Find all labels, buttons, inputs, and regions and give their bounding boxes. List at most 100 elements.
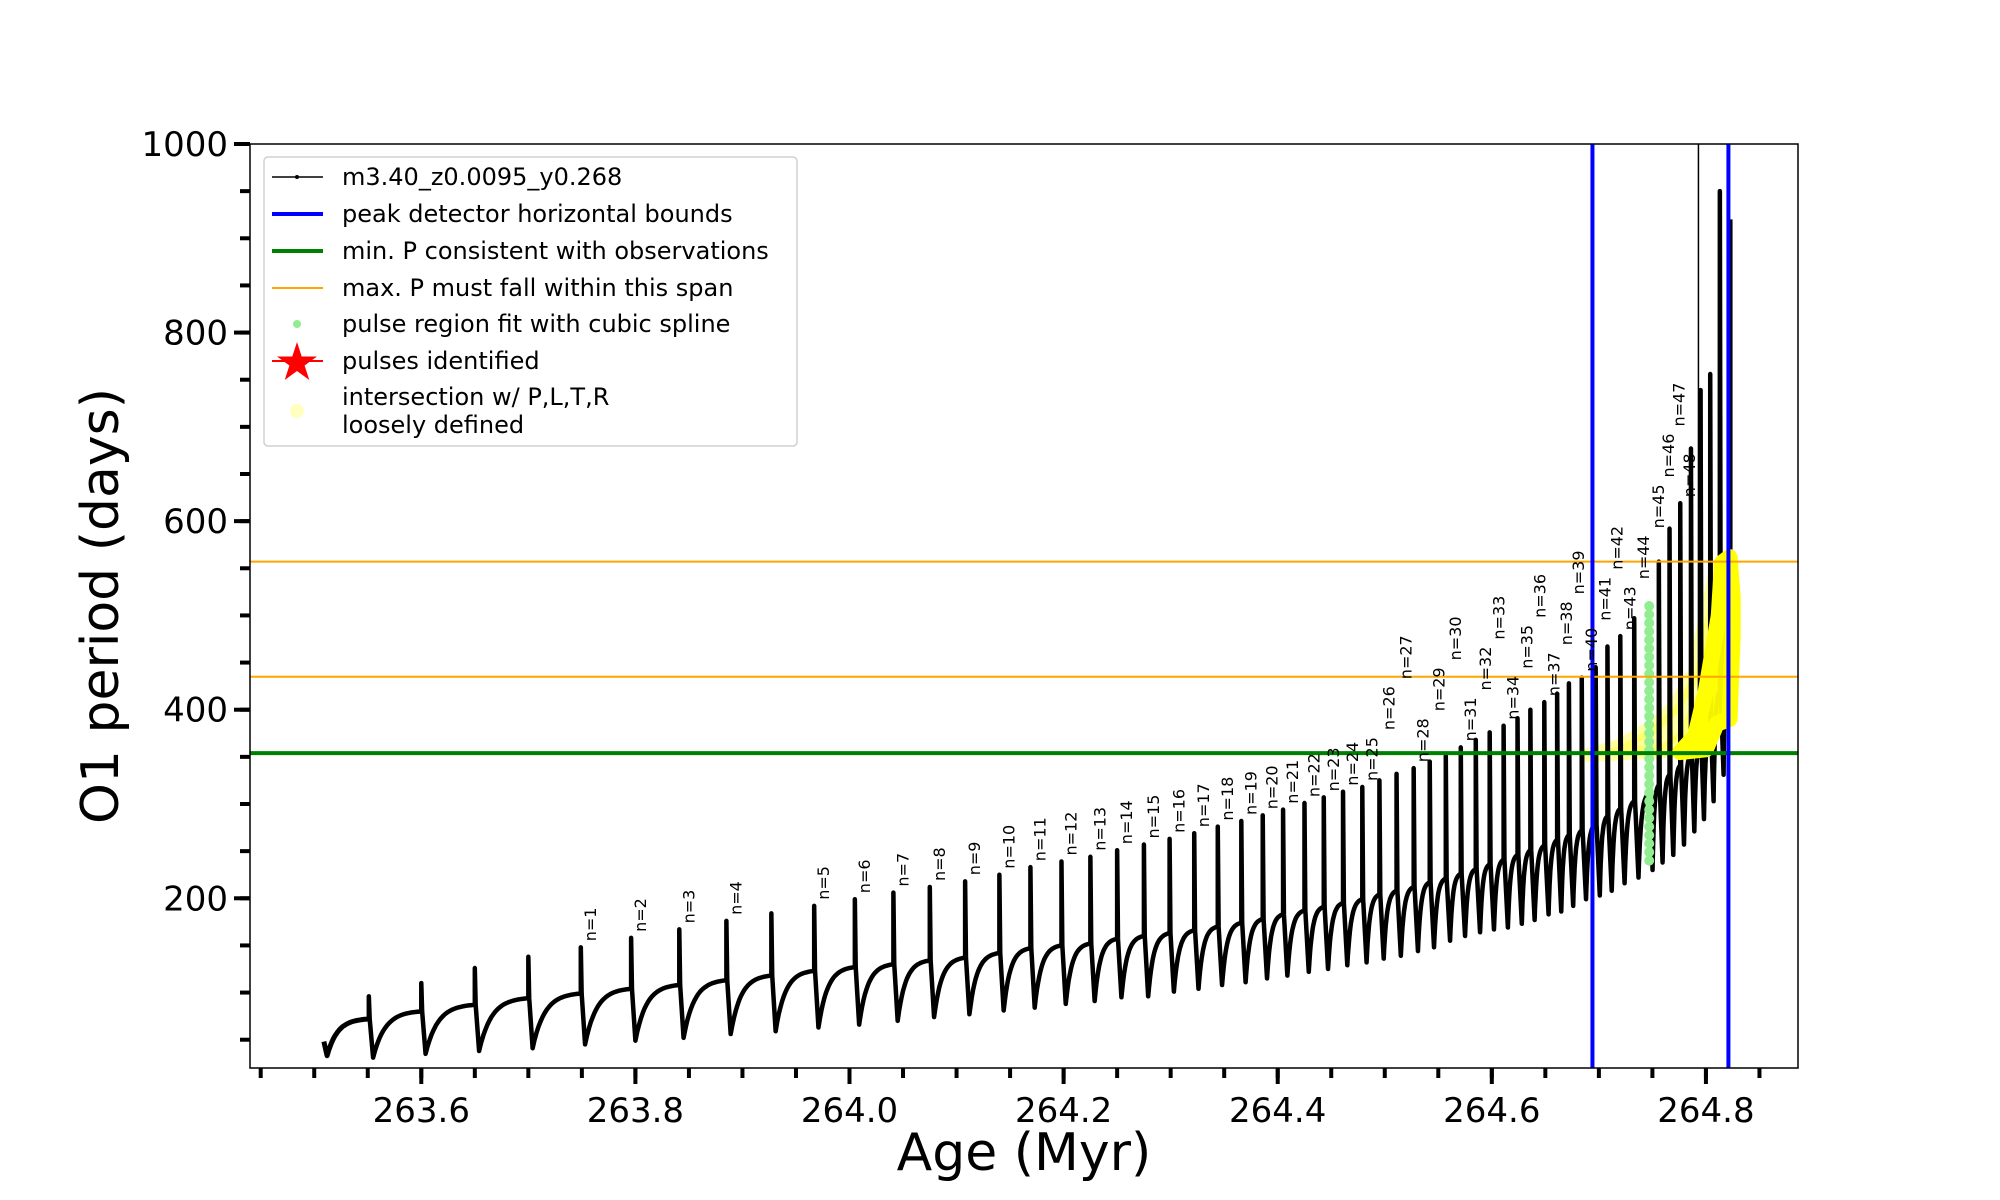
pulse-label: n=16 [1170,789,1189,833]
legend-label: m3.40_z0.0095_y0.268 [342,163,622,191]
pulse-segment [891,890,931,1024]
x-axis: 263.6 263.8 264.0 264.2 264.4 264.6 264.8 [258,1068,1762,1131]
pulse-segment [1458,745,1478,939]
pulse-label: n=28 [1414,718,1433,762]
pulse-label: n=17 [1194,783,1213,827]
spline-fit-point [1644,753,1655,764]
x-axis-label: Age (Myr) [897,1123,1152,1183]
pulse-segment [1321,795,1345,972]
pulse-segment [1088,854,1119,1004]
x-tick-label: 264.8 [1657,1091,1754,1131]
spline-fit-point [1644,702,1655,713]
intersection-region-dense [1672,549,1741,761]
pulse-label: n=19 [1241,771,1260,815]
pulse-segment [1360,784,1382,965]
pulse-labels: n=1 n=2 n=3 n=4 n=5 n=6 n=7 n=8 n=9 n=10 n=11 n=12 n… [581,383,1699,942]
pulse-label: n=23 [1324,747,1343,791]
y-tick-label: 600 [163,502,228,542]
pulse-segment [1167,836,1196,994]
y-axis: 200 400 600 800 1000 [141,125,250,1042]
pulse-label: n=13 [1090,807,1109,851]
spline-fit-point [1644,796,1655,807]
pulse-segment [1542,699,1560,917]
legend-box [263,156,798,447]
legend-track-dot-icon [295,175,299,179]
spline-fit-point [1644,660,1655,671]
pulse-label: n=9 [965,842,984,876]
pulse-label: n=46 [1659,434,1678,478]
pulse-label: n=31 [1461,697,1480,741]
pulse-label: n=41 [1596,577,1615,621]
pulse-label: n=44 [1634,535,1653,579]
pulse-segment [1528,707,1547,923]
legend-spline-dot-icon [293,320,301,328]
pulse-label: n=7 [893,853,912,887]
pulse-segment [1394,771,1416,959]
x-tick-label: 263.8 [587,1091,684,1131]
pulse-segment [1593,665,1610,898]
pulse-label: n=39 [1569,550,1588,594]
pulse-segment [526,954,582,1051]
spline-fit-point [1644,694,1655,705]
spline-fit-point [1644,609,1655,620]
legend-yellow-circle-icon [290,404,304,418]
pulse-label: n=26 [1379,686,1398,730]
pulse-label: n=15 [1144,795,1163,839]
pulse-segment [628,935,680,1043]
pulse-label: n=37 [1544,652,1563,696]
pulse-label: n=45 [1649,484,1668,528]
pulse-label: n=25 [1362,737,1381,781]
legend-label: loosely defined [342,411,524,439]
pulse-label: n=3 [679,890,698,924]
pulse-label: n=5 [814,866,833,900]
pulse-segment [927,884,967,1020]
pulse-label: n=6 [855,859,874,893]
x-tick-label: 264.4 [1229,1091,1326,1131]
pulse-label: n=42 [1607,526,1626,570]
pulse-label: n=20 [1263,765,1282,809]
pulse-label: n=18 [1218,777,1237,821]
pulse-segment [962,879,1001,1017]
x-tick-label: 264.2 [1015,1091,1112,1131]
pulse-segment [1501,723,1520,930]
pulse-segment [1059,859,1092,1007]
spline-fit-point [1644,643,1655,654]
pulse-segment [1302,800,1326,975]
spline-fit-point [1644,685,1655,696]
y-tick-label: 1000 [141,125,228,165]
legend-label: pulse region fit with cubic spline [342,310,730,338]
y-tick-label: 400 [163,691,228,731]
spline-fit-point [1644,711,1655,722]
pulse-label: n=43 [1620,586,1639,630]
pulse-segment [1566,681,1584,909]
pulse-segment [1191,830,1220,992]
legend-label: pulses identified [342,347,540,375]
pulse-label: n=4 [726,881,745,915]
spline-fit-point [1644,779,1655,790]
spline-fit-point [1644,651,1655,662]
pulse-segment [1487,730,1506,932]
plot-content [250,144,1798,1068]
pulse-segment [1554,691,1571,914]
pulse-label: n=36 [1530,574,1549,618]
legend-label: min. P consistent with observations [342,237,769,265]
spline-fit-point [1644,855,1655,866]
spline-fit-point [1644,830,1655,841]
y-tick-label: 200 [163,879,228,919]
pulse-segment [1443,753,1463,943]
pulse-label: n=22 [1305,753,1324,797]
spline-fit-point [1644,787,1655,798]
y-tick-label: 800 [163,314,228,354]
legend-label: max. P must fall within this span [342,274,733,302]
pulse-segment [1280,807,1307,978]
pulse-segment [852,896,895,1027]
pulse-label: n=35 [1518,625,1537,669]
axes-frame [249,143,1799,1069]
pulse-segment [1239,818,1265,985]
pulse-label: n=21 [1283,760,1302,804]
pulse-segment [1340,789,1364,968]
spline-fit-point [1644,838,1655,849]
pulse-label: n=8 [930,847,949,881]
pulse-segment [724,918,772,1037]
pulse-label: n=29 [1430,667,1449,711]
